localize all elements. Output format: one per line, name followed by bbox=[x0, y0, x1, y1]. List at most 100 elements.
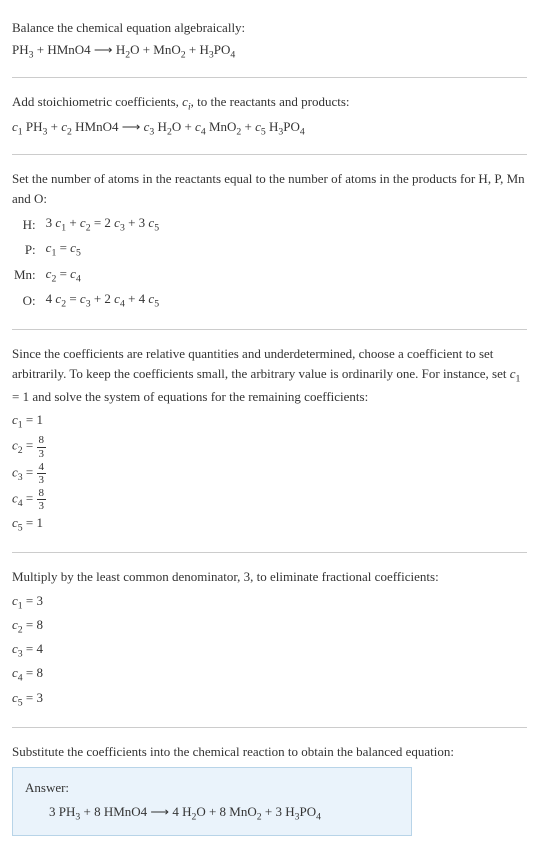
balance-eq: 3 c1 + c2 = 2 c3 + 3 c5 bbox=[44, 212, 165, 237]
t: 3 bbox=[46, 215, 56, 230]
t: + 4 bbox=[125, 291, 149, 306]
final-text: Substitute the coefficients into the che… bbox=[12, 742, 527, 762]
multiply-text: Multiply by the least common denominator… bbox=[12, 567, 527, 587]
eq: = 1 bbox=[23, 412, 43, 427]
numerator: 8 bbox=[37, 487, 47, 500]
t: + 2 bbox=[91, 291, 115, 306]
s: 5 bbox=[154, 298, 159, 309]
coef-row: c3 = 43 bbox=[12, 461, 527, 486]
s: 5 bbox=[154, 223, 159, 234]
t: 3 PH bbox=[49, 804, 75, 819]
denominator: 3 bbox=[37, 448, 47, 460]
v: = 4 bbox=[23, 641, 43, 656]
coef-row: c1 = 3 bbox=[12, 591, 527, 614]
arrow-icon: ⟶ bbox=[122, 119, 141, 134]
stoich-section: Add stoichiometric coefficients, ci, to … bbox=[12, 82, 527, 150]
t: = bbox=[56, 266, 70, 281]
element-label: Mn: bbox=[12, 263, 44, 288]
choose-section: Since the coefficients are relative quan… bbox=[12, 334, 527, 548]
reactant: PH bbox=[12, 42, 29, 57]
species: PH bbox=[23, 119, 43, 134]
v: = 3 bbox=[23, 593, 43, 608]
coef-row: c5 = 3 bbox=[12, 688, 527, 711]
text: Since the coefficients are relative quan… bbox=[12, 346, 510, 381]
divider bbox=[12, 329, 527, 330]
plus: + bbox=[181, 119, 195, 134]
t: + 3 H bbox=[262, 804, 295, 819]
sub: 4 bbox=[300, 127, 305, 138]
denominator: 3 bbox=[37, 500, 47, 512]
v: = 8 bbox=[23, 665, 43, 680]
eq: = bbox=[23, 490, 37, 505]
plus: + bbox=[47, 119, 61, 134]
t: + bbox=[66, 215, 80, 230]
product: O + MnO bbox=[130, 42, 181, 57]
element-label: P: bbox=[12, 237, 44, 262]
divider bbox=[12, 727, 527, 728]
species: MnO bbox=[206, 119, 237, 134]
text: , to the reactants and products: bbox=[191, 94, 350, 109]
reactant: + HMnO4 bbox=[34, 42, 94, 57]
product: H bbox=[113, 42, 126, 57]
t: O + 8 MnO bbox=[196, 804, 256, 819]
arrow-icon: ⟶ bbox=[150, 804, 169, 819]
stoich-text: Add stoichiometric coefficients, ci, to … bbox=[12, 92, 527, 115]
s: 5 bbox=[76, 248, 81, 259]
stoich-equation: c1 PH3 + c2 HMnO4 ⟶ c3 H2O + c4 MnO2 + c… bbox=[12, 117, 527, 140]
coef-row: c1 = 1 bbox=[12, 410, 527, 433]
t: + 3 bbox=[125, 215, 149, 230]
s: 4 bbox=[316, 811, 321, 822]
intro-section: Balance the chemical equation algebraica… bbox=[12, 8, 527, 73]
multiply-section: Multiply by the least common denominator… bbox=[12, 557, 527, 723]
table-row: O: 4 c2 = c3 + 2 c4 + 4 c5 bbox=[12, 288, 165, 313]
fraction: 83 bbox=[37, 434, 47, 459]
v: = 8 bbox=[23, 617, 43, 632]
sub: 4 bbox=[230, 49, 235, 60]
balance-eq: c2 = c4 bbox=[44, 263, 165, 288]
atoms-text: Set the number of atoms in the reactants… bbox=[12, 169, 527, 208]
numerator: 4 bbox=[37, 461, 47, 474]
fraction: 43 bbox=[37, 461, 47, 486]
t: = bbox=[56, 240, 70, 255]
coef-row: c2 = 8 bbox=[12, 615, 527, 638]
table-row: H: 3 c1 + c2 = 2 c3 + 3 c5 bbox=[12, 212, 165, 237]
product: + H bbox=[186, 42, 209, 57]
t: 4 H bbox=[169, 804, 191, 819]
coef-list: c1 = 3 c2 = 8 c3 = 4 c4 = 8 c5 = 3 bbox=[12, 591, 527, 711]
arrow-icon: ⟶ bbox=[94, 42, 113, 57]
divider bbox=[12, 552, 527, 553]
intro-equation: PH3 + HMnO4 ⟶ H2O + MnO2 + H3PO4 bbox=[12, 40, 527, 63]
table-row: P: c1 = c5 bbox=[12, 237, 165, 262]
divider bbox=[12, 77, 527, 78]
coef-row: c2 = 83 bbox=[12, 434, 527, 459]
atoms-section: Set the number of atoms in the reactants… bbox=[12, 159, 527, 325]
fraction: 83 bbox=[37, 487, 47, 512]
text: = 1 and solve the system of equations fo… bbox=[12, 389, 368, 404]
species: HMnO4 bbox=[72, 119, 122, 134]
v: = 3 bbox=[23, 690, 43, 705]
t: = 2 bbox=[91, 215, 115, 230]
coef-list: c1 = 1 c2 = 83 c3 = 43 c4 = 83 c5 = 1 bbox=[12, 410, 527, 536]
balance-table: H: 3 c1 + c2 = 2 c3 + 3 c5 P: c1 = c5 Mn… bbox=[12, 212, 165, 313]
t: 4 bbox=[46, 291, 56, 306]
t: PO bbox=[299, 804, 316, 819]
balance-eq: c1 = c5 bbox=[44, 237, 165, 262]
coef-row: c4 = 83 bbox=[12, 487, 527, 512]
divider bbox=[12, 154, 527, 155]
eq: = bbox=[23, 438, 37, 453]
t: = bbox=[66, 291, 80, 306]
s: 4 bbox=[76, 273, 81, 284]
product: PO bbox=[214, 42, 231, 57]
coef-row: c4 = 8 bbox=[12, 663, 527, 686]
denominator: 3 bbox=[37, 474, 47, 486]
species: O bbox=[172, 119, 181, 134]
answer-label: Answer: bbox=[25, 778, 399, 798]
eq: = bbox=[23, 464, 37, 479]
s: 1 bbox=[516, 373, 521, 384]
answer-box: Answer: 3 PH3 + 8 HMnO4 ⟶ 4 H2O + 8 MnO2… bbox=[12, 767, 412, 836]
intro-text: Balance the chemical equation algebraica… bbox=[12, 18, 527, 38]
choose-text: Since the coefficients are relative quan… bbox=[12, 344, 527, 406]
numerator: 8 bbox=[37, 434, 47, 447]
element-label: H: bbox=[12, 212, 44, 237]
eq: = 1 bbox=[23, 515, 43, 530]
